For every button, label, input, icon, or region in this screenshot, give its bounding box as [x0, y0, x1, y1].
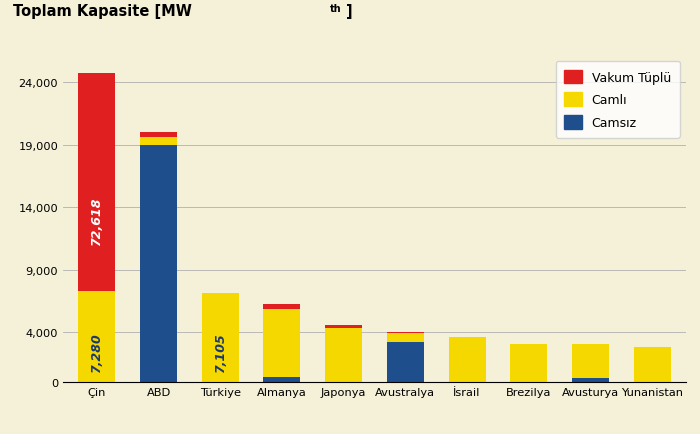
Text: 72,618: 72,618 — [90, 197, 104, 245]
Bar — [263, 309, 300, 378]
Text: Toplam Kapasite [MW: Toplam Kapasite [MW — [13, 4, 192, 19]
Bar — [510, 345, 547, 382]
Bar — [572, 378, 609, 382]
Bar — [387, 332, 424, 333]
Text: 7,280: 7,280 — [90, 332, 104, 372]
Bar — [202, 293, 239, 382]
Bar — [387, 342, 424, 382]
Bar — [140, 145, 177, 382]
Bar — [572, 345, 609, 378]
Bar — [140, 133, 177, 137]
Bar — [263, 304, 300, 309]
Text: th: th — [330, 4, 342, 14]
Bar — [78, 73, 116, 291]
Legend: Vakum Tüplü, Camlı, Camsız: Vakum Tüplü, Camlı, Camsız — [556, 62, 680, 138]
Text: 7,105: 7,105 — [214, 332, 227, 372]
Bar — [326, 326, 362, 328]
Bar — [326, 328, 362, 382]
Text: ]: ] — [346, 4, 353, 19]
Bar — [263, 378, 300, 382]
Bar — [634, 347, 671, 382]
Bar — [387, 333, 424, 342]
Bar — [140, 137, 177, 145]
Bar — [78, 291, 116, 382]
Bar — [449, 337, 486, 382]
